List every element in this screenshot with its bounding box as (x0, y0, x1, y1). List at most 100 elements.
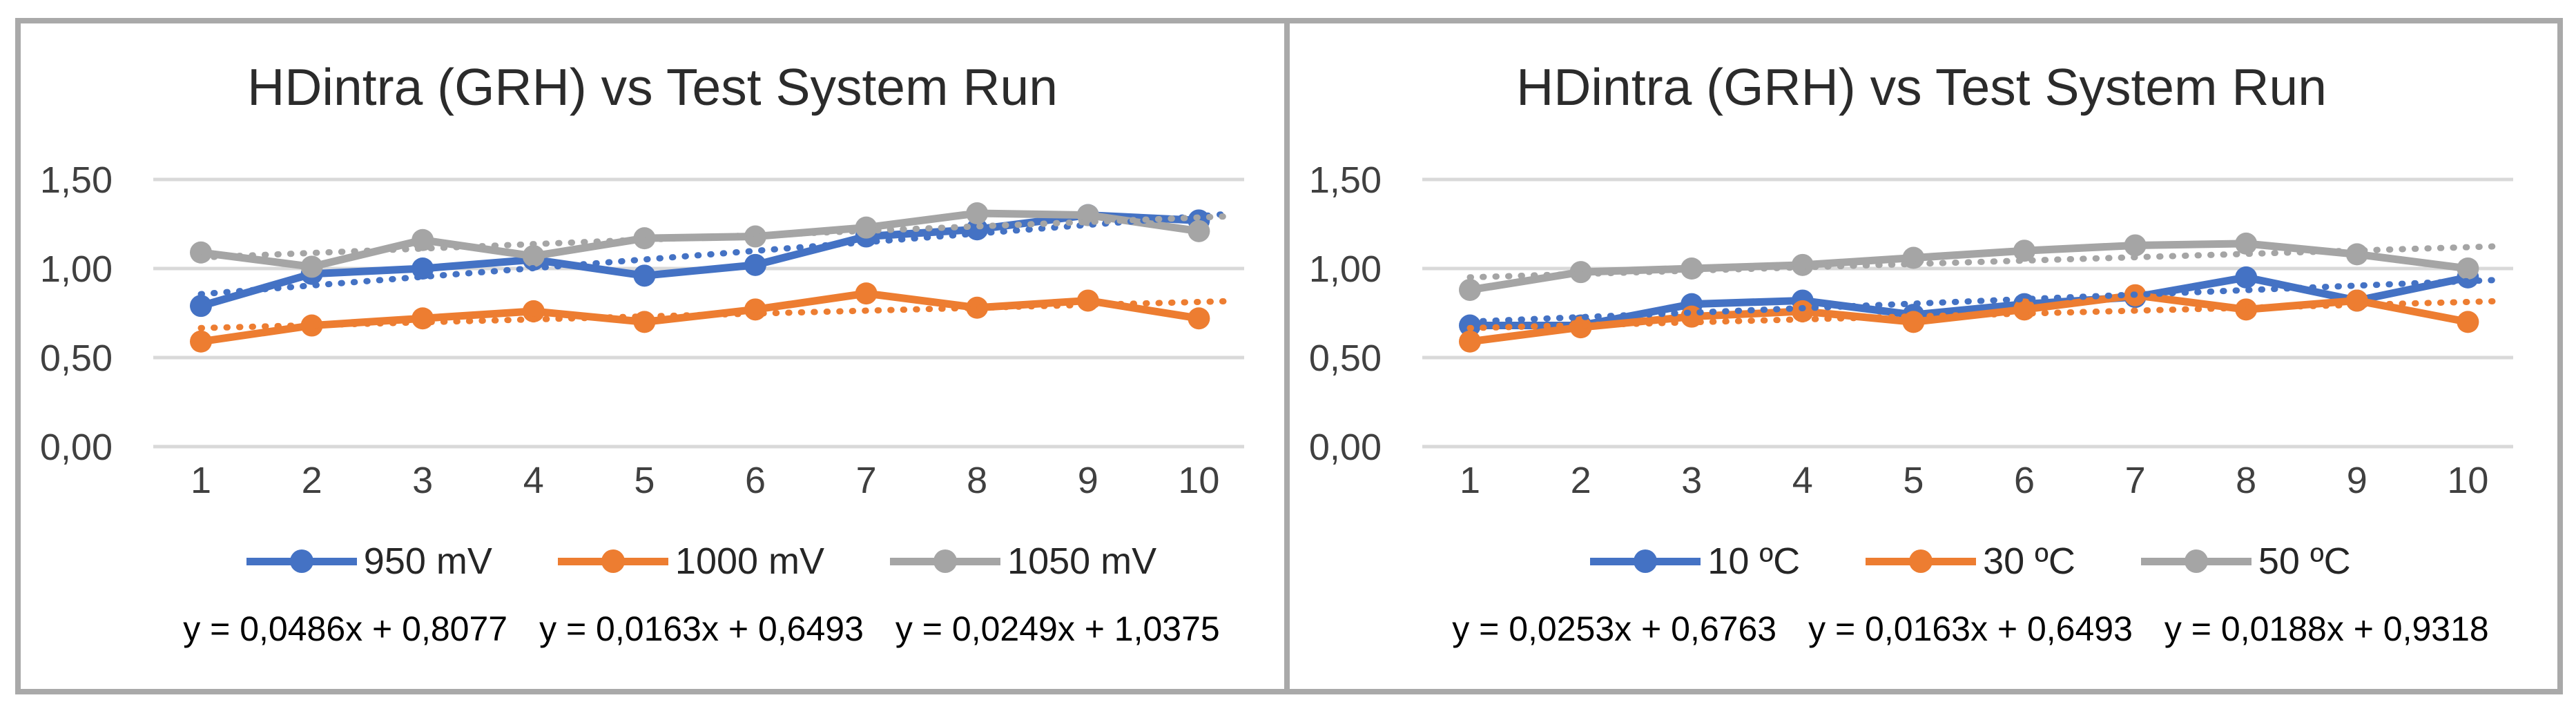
legend: 950 mV 1000 mV 1050 mV (159, 536, 1244, 586)
legend-label: 50 ºC (2258, 540, 2351, 582)
data-point-marker (966, 202, 989, 225)
legend-line-icon (557, 549, 668, 573)
x-axis-tick-label: 5 (1903, 460, 1924, 501)
x-axis-tick-label: 3 (412, 460, 433, 501)
legend-label: 950 mV (363, 540, 492, 582)
x-axis-tick-label: 1 (1460, 460, 1480, 501)
legend-line-icon (246, 549, 357, 573)
trendline-equation-text: y = 0,0163x + 0,6493 (1808, 610, 2133, 648)
x-axis-tick-label: 6 (2014, 460, 2035, 501)
legend-item: 950 mV (246, 540, 492, 583)
trendline-equation-text: y = 0,0188x + 0,9318 (2164, 610, 2489, 648)
chart-panel-voltage[interactable]: 1,50 1,00 0,50 0,00 1 2 3 4 5 6 7 8 9 10 HDintra (GRH… (21, 23, 1284, 689)
trendline-dotted (197, 298, 1236, 331)
trendline-dotted (1466, 298, 2505, 331)
legend-item: 1000 mV (557, 540, 825, 583)
x-axis-tick-label: 1 (191, 460, 211, 501)
legend-item: 30 ºC (1866, 540, 2075, 583)
x-axis-tick-label: 2 (302, 460, 322, 501)
y-axis-tick-label: 0,00 (40, 427, 113, 468)
series-line (1466, 240, 2472, 294)
panel-divider (1284, 18, 1290, 694)
trendline-equation-text: y = 0,0486x + 0,8077 (183, 610, 508, 648)
data-point-marker (2235, 298, 2258, 321)
legend-item: 10 ºC (1590, 540, 1800, 583)
legend-label: 10 ºC (1707, 540, 1801, 582)
x-axis-tick-label: 4 (523, 460, 544, 501)
legend-marker-icon (601, 549, 625, 573)
data-point-marker (633, 264, 656, 287)
legend-marker-icon (289, 549, 313, 573)
data-point-marker (744, 298, 766, 321)
legend-item: 50 ºC (2140, 540, 2351, 583)
trendline-equation-text: y = 0,0253x + 0,6763 (1452, 610, 1777, 648)
data-point-marker (744, 253, 766, 276)
chart-title: HDintra (GRH) vs Test System Run (1516, 58, 2327, 116)
data-point-marker (411, 228, 434, 251)
data-point-marker (2345, 289, 2368, 312)
data-point-marker (1791, 300, 1814, 322)
data-point-marker (1188, 307, 1210, 330)
y-axis-tick-label: 1,00 (1309, 249, 1382, 290)
data-point-marker (2013, 240, 2035, 262)
data-point-marker (2345, 243, 2368, 266)
data-point-marker (411, 307, 434, 330)
data-point-marker (300, 314, 323, 337)
data-point-marker (1459, 278, 1481, 301)
legend-item: 1050 mV (890, 540, 1156, 583)
data-point-marker (966, 218, 989, 241)
y-axis-tick-label: 0,50 (1309, 338, 1382, 379)
data-point-marker (2235, 266, 2258, 289)
trendline-equations: y = 0,0253x + 0,6763 y = 0,0163x + 0,6493… (1428, 607, 2513, 651)
y-axis-tick-label: 1,50 (40, 159, 113, 201)
x-axis-tick-label: 8 (967, 460, 987, 501)
data-point-marker (1188, 220, 1210, 242)
data-point-marker (2457, 311, 2479, 333)
data-point-marker (855, 216, 878, 239)
legend-marker-icon (2184, 549, 2208, 573)
data-point-marker (1076, 289, 1099, 312)
chart-panel-temperature[interactable]: 1,50 1,00 0,50 0,00 1 2 3 4 5 6 7 8 9 10 HDintra (GRH… (1290, 23, 2553, 689)
y-axis-tick-label: 0,00 (1309, 427, 1382, 468)
x-axis-tick-label: 3 (1681, 460, 1702, 501)
data-point-marker (522, 300, 545, 322)
x-axis-tick-label: 7 (2125, 460, 2146, 501)
data-point-marker (1569, 261, 1592, 284)
x-axis-tick-label: 9 (1078, 460, 1098, 501)
x-axis-tick-label: 6 (745, 460, 766, 501)
y-axis-tick-label: 1,50 (1309, 159, 1382, 201)
data-point-marker (633, 227, 656, 250)
legend-line-icon (890, 549, 1001, 573)
legend-label: 1050 mV (1007, 540, 1157, 582)
trendline-equations: y = 0,0486x + 0,8077 y = 0,0163x + 0,6493… (159, 607, 1244, 651)
data-point-marker (744, 225, 766, 248)
data-point-marker (1681, 257, 1703, 280)
data-point-marker (1459, 330, 1481, 353)
data-point-marker (522, 244, 545, 267)
data-point-marker (1569, 316, 1592, 339)
plot-area-voltage: 1,50 1,00 0,50 0,00 1 2 3 4 5 6 7 8 9 10 (40, 159, 1244, 501)
x-axis-tick-label: 10 (2447, 460, 2488, 501)
trendline-equation-text: y = 0,0249x + 1,0375 (895, 610, 1220, 648)
trendline-equation-text: y = 0,0163x + 0,6493 (539, 610, 864, 648)
y-axis-tick-label: 0,50 (40, 338, 113, 379)
chart-title: HDintra (GRH) vs Test System Run (247, 58, 1058, 116)
x-axis-tick-label: 2 (1571, 460, 1591, 501)
legend-line-icon (1866, 549, 1977, 573)
data-point-marker (855, 282, 878, 305)
legend-line-icon (2140, 549, 2251, 573)
legend-marker-icon (933, 549, 958, 573)
x-axis-tick-label: 10 (1178, 460, 1219, 501)
x-axis-tick-label: 7 (856, 460, 877, 501)
legend: 10 ºC 30 ºC 50 ºC (1428, 536, 2513, 586)
data-point-marker (2235, 232, 2258, 255)
data-point-marker (300, 255, 323, 278)
legend-marker-icon (1634, 549, 1658, 573)
data-point-marker (190, 241, 212, 264)
legend-label: 1000 mV (675, 540, 825, 582)
y-axis-tick-label: 1,00 (40, 249, 113, 290)
x-axis-tick-label: 5 (634, 460, 655, 501)
x-axis-tick-label: 9 (2347, 460, 2367, 501)
plot-area-temperature: 1,50 1,00 0,50 0,00 1 2 3 4 5 6 7 8 9 10 (1309, 159, 2513, 501)
data-point-marker (190, 330, 212, 353)
